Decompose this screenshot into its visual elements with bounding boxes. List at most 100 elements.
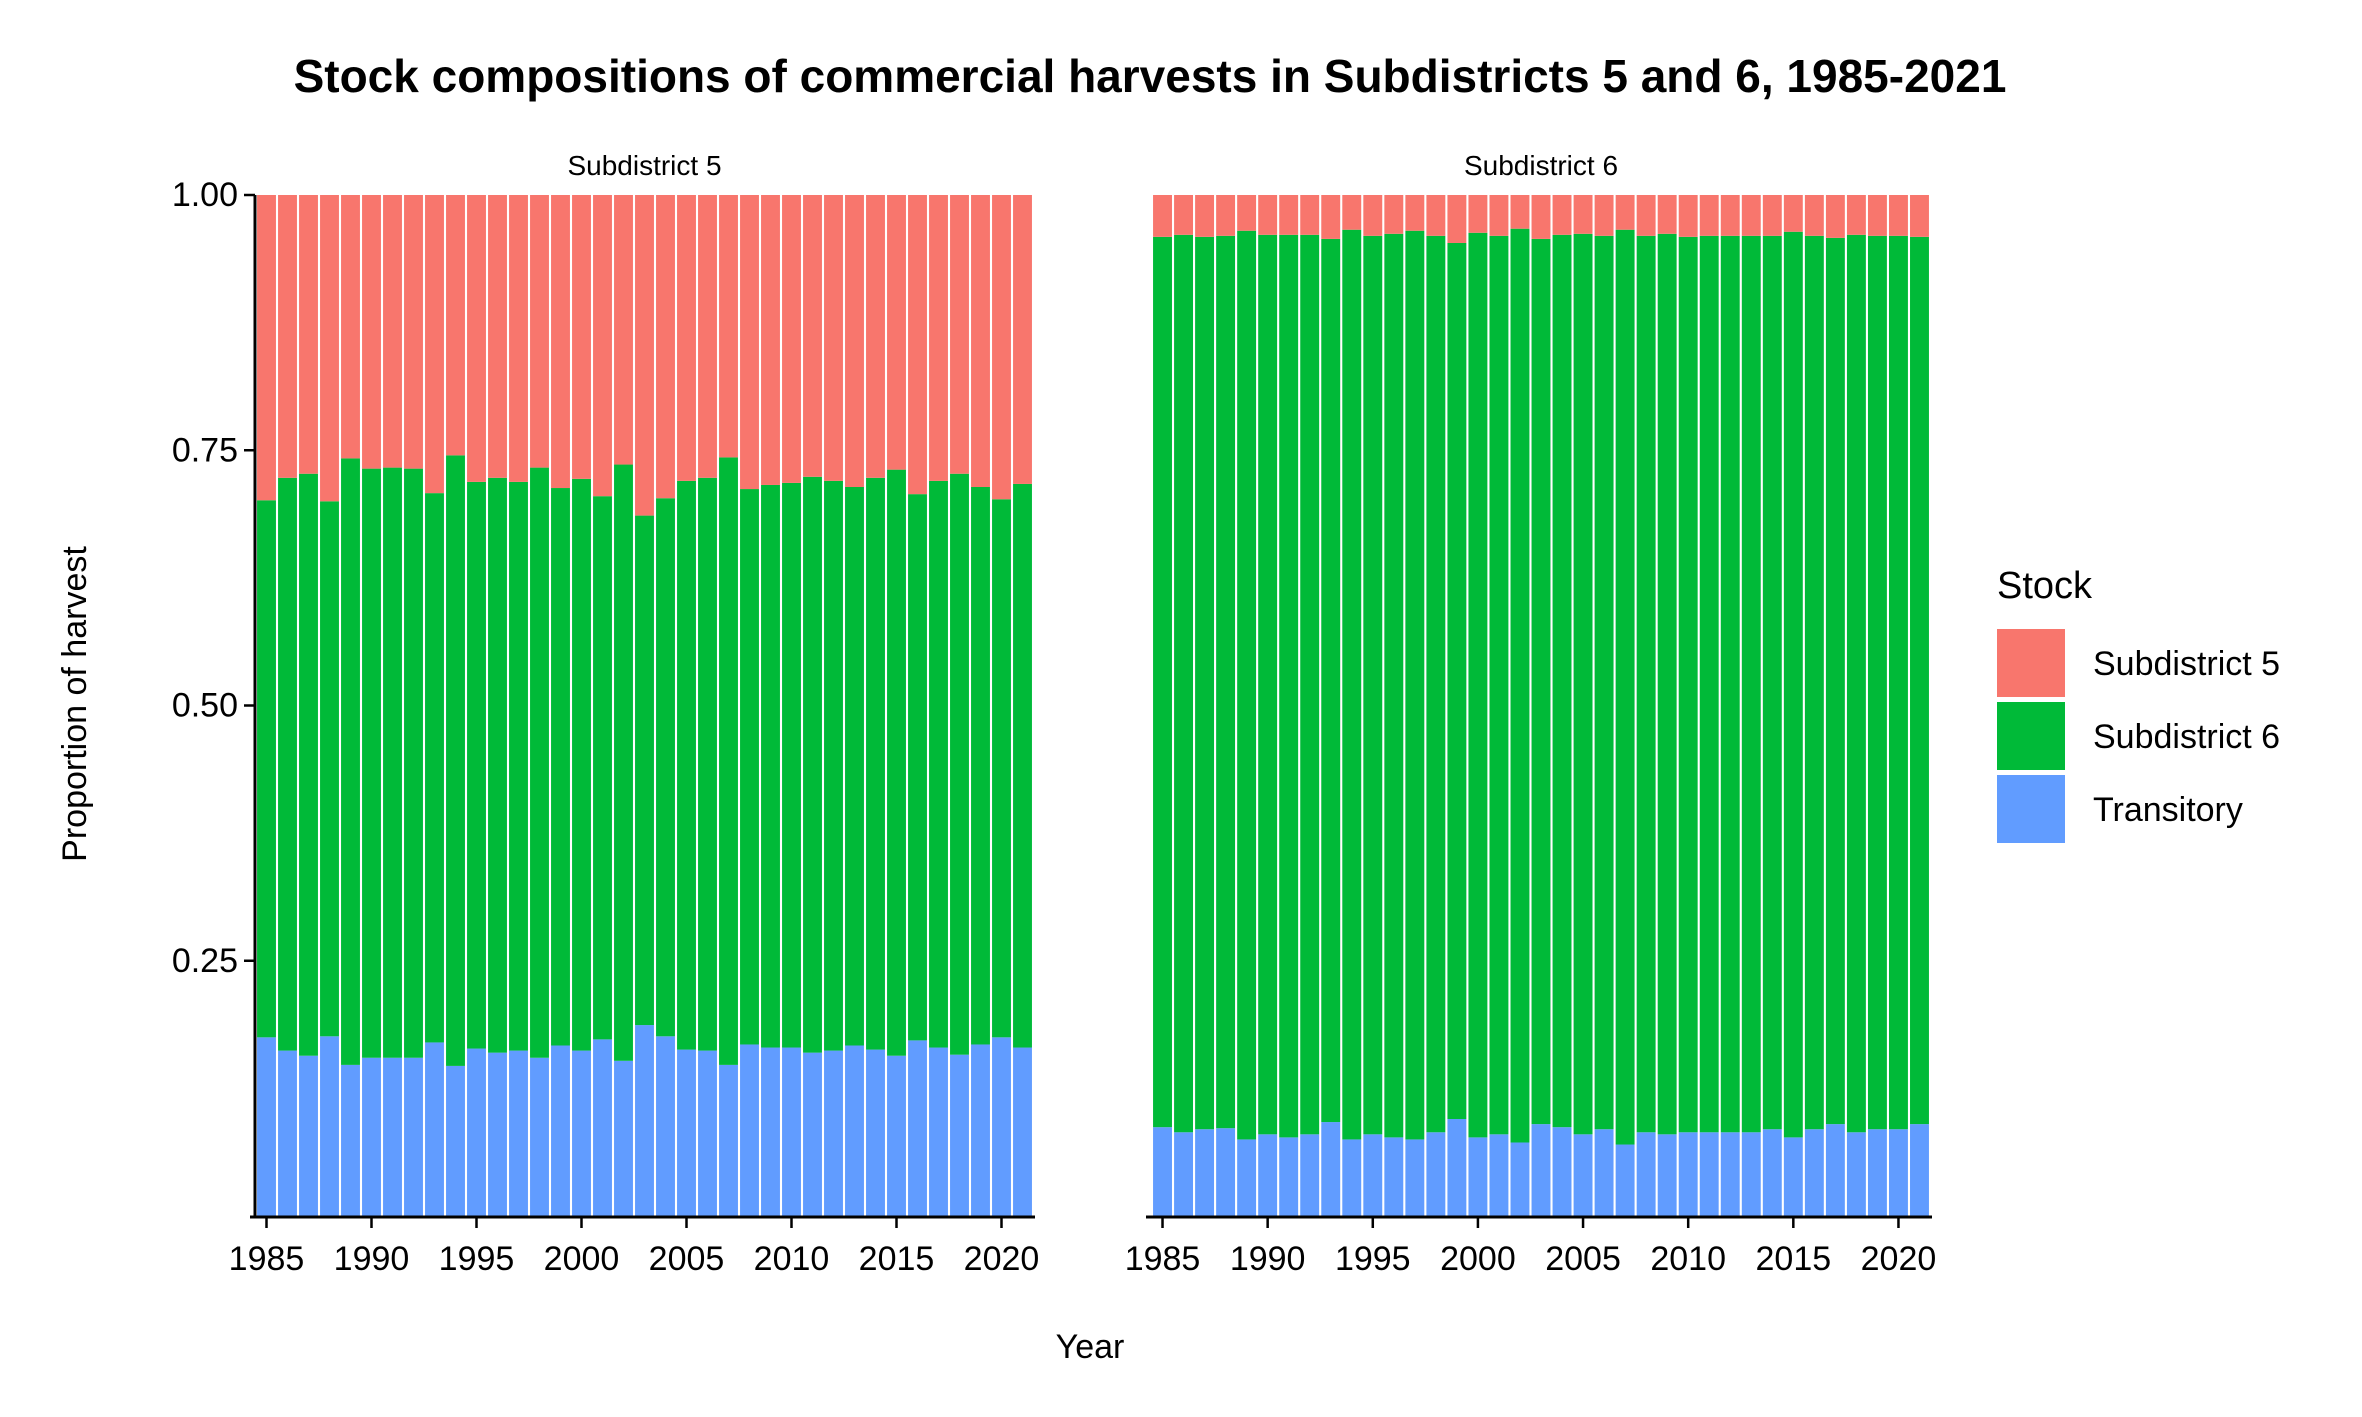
bar-segment xyxy=(1237,1139,1257,1216)
y-tick-label: 0.25 xyxy=(172,942,238,980)
facet-strip-label: Subdistrict 5 xyxy=(567,150,721,181)
bar-segment xyxy=(383,467,402,1058)
bar-segment xyxy=(341,458,360,1065)
bar-segment xyxy=(719,1064,738,1216)
bar-segment xyxy=(572,195,591,479)
bar-segment xyxy=(908,195,927,495)
bar-segment xyxy=(1615,1144,1635,1216)
bar-segment xyxy=(887,195,906,470)
x-tick-label: 1990 xyxy=(334,1240,410,1278)
bar-segment xyxy=(761,195,780,485)
bar-segment xyxy=(320,1036,339,1216)
bar-segment xyxy=(824,1050,843,1216)
bar-segment xyxy=(467,1048,486,1216)
bar-segment xyxy=(656,1036,675,1216)
bar-segment xyxy=(1888,235,1908,1130)
bar-segment xyxy=(1825,1124,1845,1216)
bar-segment xyxy=(677,480,696,1050)
bar-segment xyxy=(446,195,465,456)
bar-segment xyxy=(572,1050,591,1216)
bar-segment xyxy=(530,467,549,1058)
bar-segment xyxy=(698,477,717,1051)
bar-segment xyxy=(1720,1132,1740,1216)
x-tick-label: 2010 xyxy=(754,1240,830,1278)
bar-segment xyxy=(698,1050,717,1216)
bar-segment xyxy=(992,195,1011,500)
bar-segment xyxy=(1426,235,1446,1133)
bar-segment xyxy=(1783,1137,1803,1216)
bar-segment xyxy=(782,1047,801,1216)
bar-segment xyxy=(1510,1142,1530,1216)
bar-segment xyxy=(1741,235,1761,1133)
bar-segment xyxy=(425,195,444,494)
bar-segment xyxy=(1699,1132,1719,1216)
bar-segment xyxy=(488,477,507,1053)
x-tick-label: 2015 xyxy=(859,1240,935,1278)
bar-segment xyxy=(1153,236,1172,1128)
bar-segment xyxy=(488,1052,507,1216)
bar-segment xyxy=(1678,195,1698,237)
bar-segment xyxy=(1762,195,1782,236)
bar-segment xyxy=(1426,1132,1446,1216)
bar-segment xyxy=(782,195,801,483)
bar-segment xyxy=(1594,1129,1614,1216)
bar-segment xyxy=(1657,195,1677,234)
bar-segment xyxy=(1447,242,1467,1120)
bar-segment xyxy=(929,1047,948,1216)
bar-segment xyxy=(425,1042,444,1216)
bar-segment xyxy=(866,477,885,1050)
bar-segment xyxy=(1405,195,1425,231)
bar-segment xyxy=(614,195,633,465)
bar-segment xyxy=(1258,1134,1278,1216)
bar-segment xyxy=(1258,195,1278,235)
bar-segment xyxy=(614,464,633,1061)
bar-segment xyxy=(1447,195,1467,243)
bar-segment xyxy=(1013,483,1032,1048)
bar-segment xyxy=(1636,1132,1656,1216)
x-tick-label: 2015 xyxy=(1756,1240,1832,1278)
bar-segment xyxy=(1237,195,1257,231)
bar-segment xyxy=(1910,1124,1929,1216)
bar-segment xyxy=(278,1050,297,1216)
x-tick-label: 2005 xyxy=(1545,1240,1621,1278)
bar-segment xyxy=(1678,236,1698,1133)
bar-segment xyxy=(1510,195,1530,229)
bar-segment xyxy=(782,482,801,1048)
bar-segment xyxy=(1321,238,1341,1123)
bar-segment xyxy=(383,1057,402,1216)
bar-segment xyxy=(1636,235,1656,1133)
bar-segment xyxy=(1531,238,1551,1125)
bar-segment xyxy=(446,455,465,1066)
x-tick-label: 2020 xyxy=(1861,1240,1937,1278)
bar-segment xyxy=(278,477,297,1051)
legend-swatch xyxy=(1997,629,2065,697)
bar-segment xyxy=(824,480,843,1051)
bar-segment xyxy=(1699,195,1719,236)
facet-panel: Subdistrict 6 1985 1990 1995 2000 2005 2010 201… xyxy=(1125,150,1937,1278)
y-tick-label: 1.00 xyxy=(172,176,238,214)
x-axis-label: Year xyxy=(1056,1328,1125,1366)
x-tick-label: 2010 xyxy=(1650,1240,1726,1278)
bar-segment xyxy=(992,499,1011,1038)
bar-segment xyxy=(278,195,297,478)
bar-segment xyxy=(1489,1134,1509,1216)
facet-strip-label: Subdistrict 6 xyxy=(1464,150,1618,181)
bar-segment xyxy=(1783,195,1803,232)
bar-segment xyxy=(572,478,591,1051)
bar-segment xyxy=(992,1037,1011,1216)
bar-segment xyxy=(299,1055,318,1216)
x-tick-label: 1985 xyxy=(1125,1240,1201,1278)
bar-segment xyxy=(1363,195,1383,236)
legend-label: Subdistrict 6 xyxy=(2093,718,2280,756)
bar-segment xyxy=(362,195,381,469)
bar-segment xyxy=(866,195,885,478)
bar-segment xyxy=(320,501,339,1037)
legend-swatch xyxy=(1997,775,2065,843)
bar-segment xyxy=(341,195,360,459)
bar-segment xyxy=(551,488,570,1046)
bar-segment xyxy=(1804,1129,1824,1216)
bar-segment xyxy=(1405,1139,1425,1216)
bar-segment xyxy=(824,195,843,481)
bar-segment xyxy=(1510,228,1530,1143)
bar-segment xyxy=(1615,229,1635,1145)
